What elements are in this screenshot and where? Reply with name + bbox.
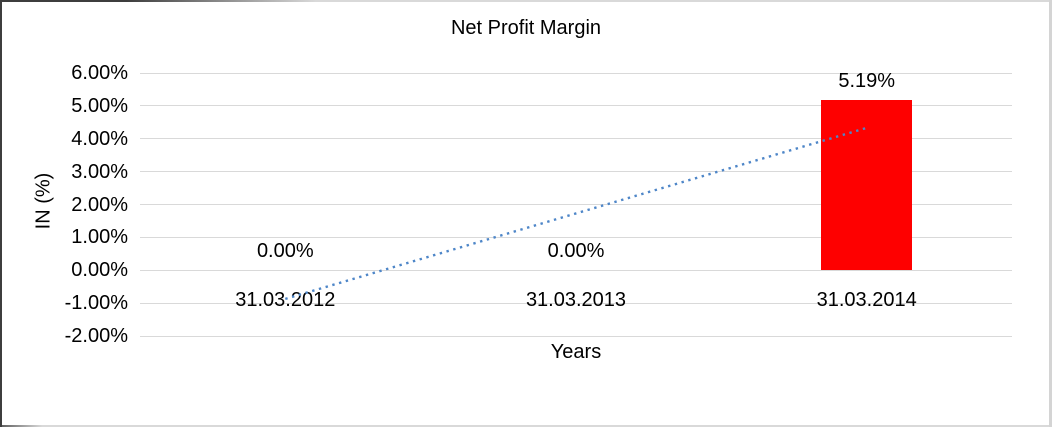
data-label: 0.00% bbox=[256, 240, 314, 263]
bar bbox=[821, 99, 913, 271]
data-label: 5.19% bbox=[838, 69, 896, 92]
x-category-label: 31.03.2013 bbox=[525, 289, 627, 311]
gridline bbox=[140, 269, 1012, 271]
frame-border-bottom bbox=[0, 425, 1052, 427]
gridline bbox=[140, 335, 1012, 337]
y-tick-label: 4.00% bbox=[71, 127, 128, 150]
y-tick-label: -2.00% bbox=[64, 325, 128, 347]
gridline bbox=[140, 171, 1012, 173]
y-tick-label: 5.00% bbox=[71, 94, 128, 117]
x-category-label: 31.03.2012 bbox=[235, 289, 336, 311]
data-label: 0.00% bbox=[547, 240, 605, 263]
frame-border-left bbox=[0, 0, 2, 427]
gridline bbox=[140, 72, 1012, 74]
gridline bbox=[140, 236, 1012, 238]
chart-title: Net Profit Margin bbox=[450, 17, 602, 39]
y-tick-label: 3.00% bbox=[71, 160, 128, 183]
gridline bbox=[140, 138, 1012, 140]
gridline bbox=[140, 204, 1012, 205]
x-axis-title: Years bbox=[550, 341, 602, 363]
gridline bbox=[140, 302, 1012, 304]
y-tick-label: 2.00% bbox=[71, 193, 128, 216]
trendline-dotted-line bbox=[284, 126, 868, 301]
y-tick-label: 1.00% bbox=[71, 226, 128, 249]
y-tick-label: 0.00% bbox=[71, 259, 128, 282]
y-tick-label: 6.00% bbox=[71, 62, 128, 84]
y-tick-label: -1.00% bbox=[64, 292, 128, 315]
frame-border-top bbox=[0, 0, 1052, 2]
gridline bbox=[140, 105, 1012, 107]
frame-border-right bbox=[1049, 0, 1052, 427]
x-category-label: 31.03.2014 bbox=[816, 289, 917, 311]
